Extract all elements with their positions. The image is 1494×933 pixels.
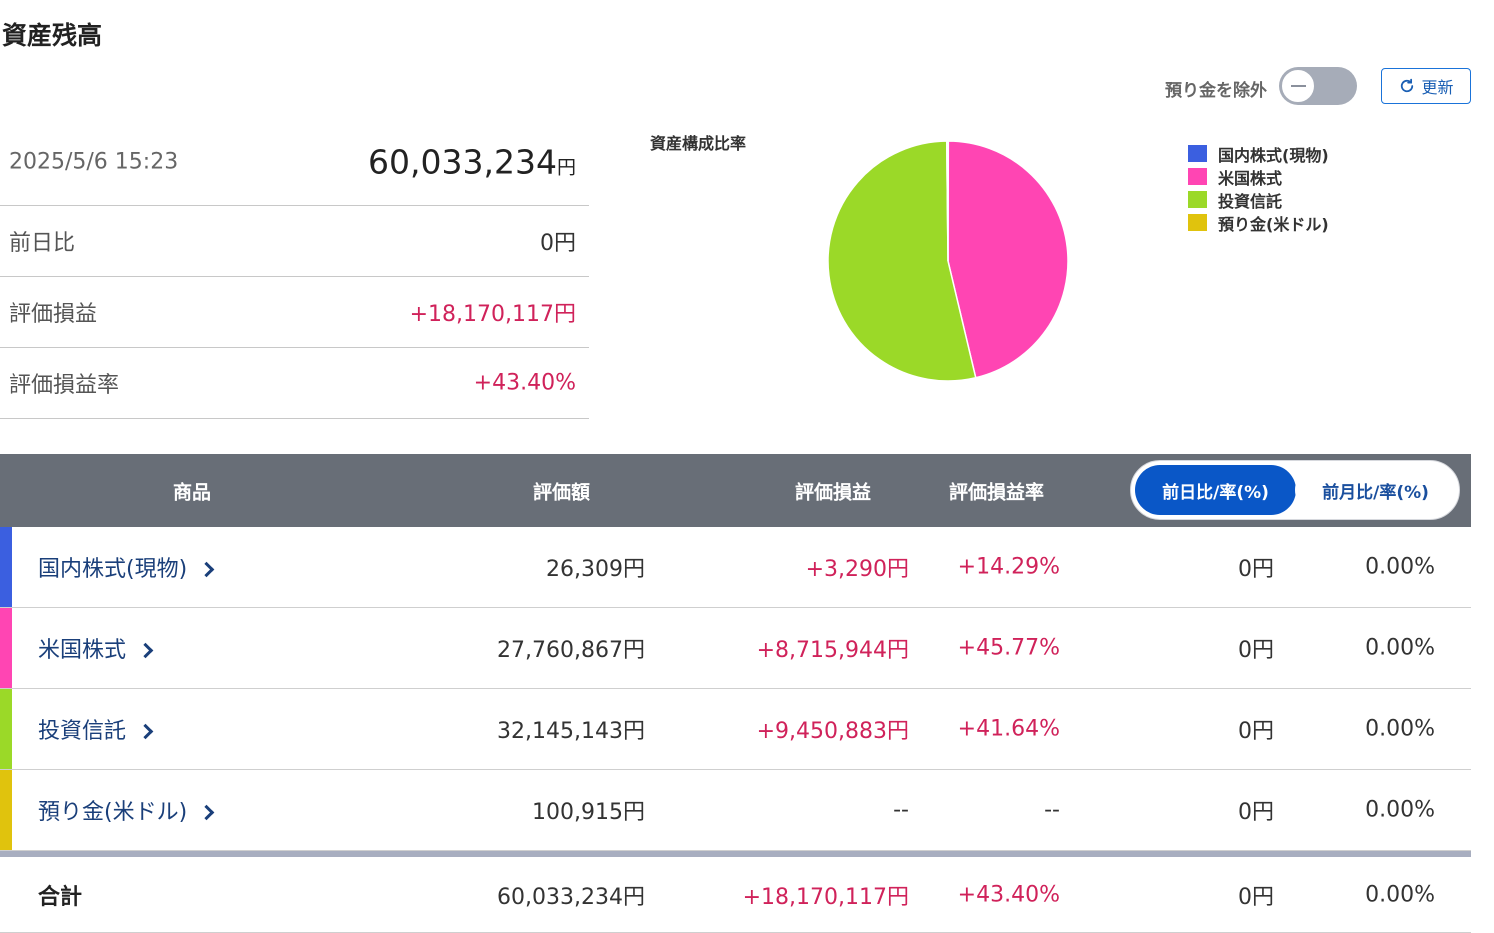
legend-swatch: [1188, 191, 1207, 208]
product-name: 国内株式(現物): [38, 557, 188, 582]
holdings-table: 商品 評価額 評価損益 評価損益率 前日比/率(%) 前月比/率(%) 国内株式…: [0, 454, 1471, 933]
toggle-knob: [1281, 69, 1315, 103]
refresh-button[interactable]: 更新: [1381, 68, 1471, 104]
pie-slice-1: [947, 140, 1069, 379]
table-row: 米国株式 27,760,867円 +8,715,944円 +45.77% 0円 …: [0, 608, 1471, 689]
legend-label: 国内株式(現物): [1218, 145, 1329, 165]
legend-item: 国内株式(現物): [1188, 142, 1329, 165]
cell-day-change: 0円: [1238, 800, 1274, 825]
summary-panel: 2025/5/6 15:23 60,033,234円 前日比 0円 評価損益 +…: [0, 118, 589, 419]
asset-pie-chart: [827, 140, 1069, 382]
legend-item: 米国株式: [1188, 165, 1329, 188]
tab-month-change[interactable]: 前月比/率(%): [1295, 465, 1456, 515]
total-day-rate: 0.00%: [1365, 882, 1435, 907]
summary-label: 評価損益: [9, 302, 98, 327]
cell-valuation: 26,309円: [546, 557, 645, 582]
table-header: 商品 評価額 評価損益 評価損益率 前日比/率(%) 前月比/率(%): [0, 454, 1471, 527]
product-link[interactable]: 投資信託: [38, 713, 154, 745]
summary-total-unit: 円: [556, 156, 576, 178]
refresh-icon: [1401, 78, 1414, 93]
cell-day-change: 0円: [1238, 557, 1274, 582]
row-color-bar: [0, 689, 12, 769]
summary-label: 評価損益率: [9, 373, 120, 398]
pie-slice-2: [827, 140, 977, 382]
summary-total-row: 2025/5/6 15:23 60,033,234円: [0, 118, 589, 206]
cell-gain: --: [893, 797, 909, 823]
product-link[interactable]: 預り金(米ドル): [38, 794, 215, 826]
row-color-bar: [0, 527, 12, 607]
header-product: 商品: [173, 481, 212, 503]
period-toggle: 前日比/率(%) 前月比/率(%): [1130, 460, 1460, 520]
legend-item: 投資信託: [1188, 188, 1329, 211]
total-gain-rate: +43.40%: [957, 882, 1060, 907]
cell-gain-rate: +45.77%: [957, 635, 1060, 661]
summary-row-gain: 評価損益 +18,170,117円: [0, 277, 589, 348]
table-row: 預り金(米ドル) 100,915円 -- -- 0円 0.00%: [0, 770, 1471, 851]
total-valuation: 60,033,234円: [497, 884, 645, 910]
product-name: 預り金(米ドル): [38, 800, 188, 825]
row-color-bar: [0, 608, 12, 688]
summary-total: 60,033,234円: [368, 142, 576, 181]
cell-day-rate: 0.00%: [1365, 797, 1435, 823]
header-valuation: 評価額: [533, 481, 591, 503]
row-color-bar: [0, 770, 12, 850]
product-link[interactable]: 米国株式: [38, 632, 154, 664]
summary-value: +18,170,117円: [409, 302, 576, 327]
tab-day-change[interactable]: 前日比/率(%): [1135, 465, 1296, 515]
chart-legend: 国内株式(現物) 米国株式 投資信託 預り金(米ドル): [1188, 142, 1329, 234]
cell-gain: +8,715,944円: [756, 638, 909, 663]
header-gain-rate: 評価損益率: [949, 481, 1045, 503]
chevron-right-icon: [137, 642, 154, 658]
cell-valuation: 100,915円: [532, 800, 645, 825]
exclude-deposit-toggle[interactable]: [1279, 67, 1357, 105]
cell-gain-rate: +14.29%: [957, 554, 1060, 580]
chart-title: 資産構成比率: [650, 134, 747, 153]
product-name: 投資信託: [38, 719, 127, 744]
header-gain: 評価損益: [795, 481, 872, 503]
legend-swatch: [1188, 168, 1207, 185]
cell-day-rate: 0.00%: [1365, 716, 1435, 742]
summary-total-amount: 60,033,234: [368, 142, 557, 181]
summary-value: 0円: [540, 231, 576, 256]
table-row: 投資信託 32,145,143円 +9,450,883円 +41.64% 0円 …: [0, 689, 1471, 770]
legend-swatch: [1188, 214, 1207, 231]
chevron-right-icon: [198, 561, 215, 577]
refresh-label: 更新: [1421, 80, 1454, 97]
cell-day-rate: 0.00%: [1365, 554, 1435, 580]
cell-valuation: 27,760,867円: [497, 638, 645, 663]
total-day-change: 0円: [1238, 884, 1274, 910]
chevron-right-icon: [198, 804, 215, 820]
chevron-right-icon: [137, 723, 154, 739]
summary-label: 前日比: [9, 231, 76, 256]
cell-day-change: 0円: [1238, 719, 1274, 744]
table-total-row: 合計 60,033,234円 +18,170,117円 +43.40% 0円 0…: [0, 857, 1471, 933]
total-gain: +18,170,117円: [742, 884, 909, 910]
legend-item: 預り金(米ドル): [1188, 211, 1329, 234]
legend-label: 米国株式: [1218, 168, 1283, 188]
pie-slice-3: [945, 140, 949, 262]
product-name: 米国株式: [38, 638, 127, 663]
product-link[interactable]: 国内株式(現物): [38, 551, 215, 583]
cell-day-change: 0円: [1238, 638, 1274, 663]
total-label: 合計: [38, 884, 83, 910]
legend-label: 投資信託: [1218, 191, 1283, 211]
cell-day-rate: 0.00%: [1365, 635, 1435, 661]
summary-value: +43.40%: [473, 370, 576, 396]
total-divider: [0, 851, 1471, 857]
cell-gain: +9,450,883円: [756, 719, 909, 744]
cell-gain-rate: +41.64%: [957, 716, 1060, 742]
legend-swatch: [1188, 145, 1207, 162]
summary-row-gain-rate: 評価損益率 +43.40%: [0, 348, 589, 419]
cell-gain: +3,290円: [805, 557, 909, 582]
exclude-deposit-label: 預り金を除外: [1165, 81, 1267, 101]
cell-gain-rate: --: [1044, 797, 1060, 823]
legend-label: 預り金(米ドル): [1218, 214, 1329, 234]
table-row: 国内株式(現物) 26,309円 +3,290円 +14.29% 0円 0.00…: [0, 527, 1471, 608]
summary-row-day-change: 前日比 0円: [0, 206, 589, 277]
cell-valuation: 32,145,143円: [497, 719, 645, 744]
page-title: 資産残高: [2, 21, 103, 50]
summary-datetime: 2025/5/6 15:23: [9, 149, 179, 174]
